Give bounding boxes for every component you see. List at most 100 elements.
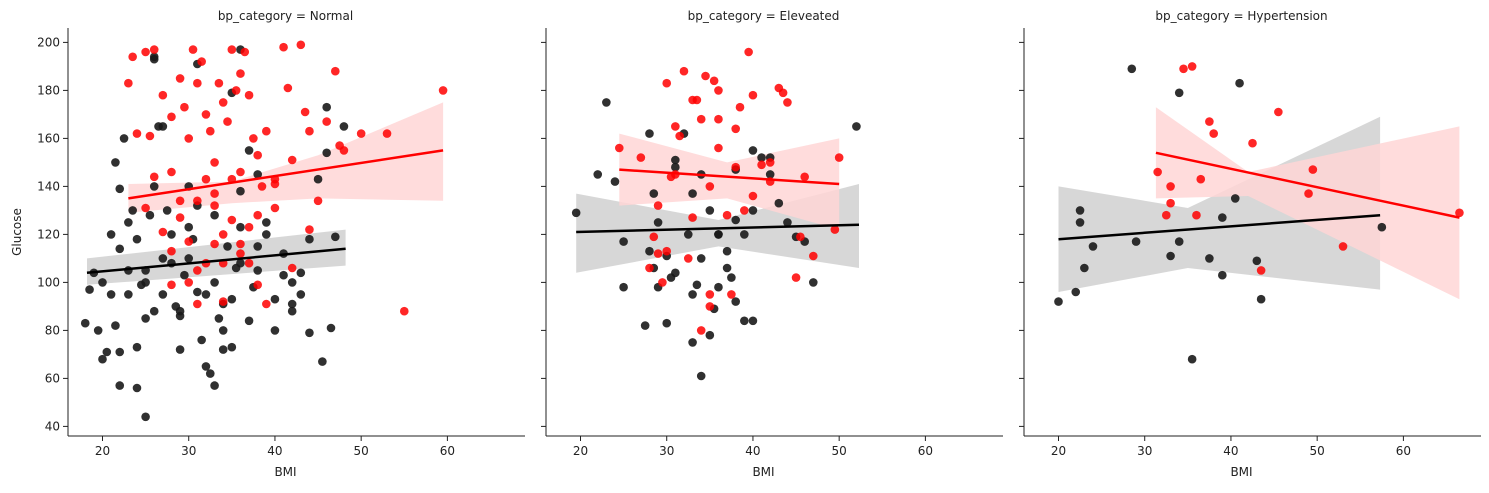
scatter-point-black — [184, 254, 194, 263]
scatter-point-black — [93, 326, 103, 335]
scatter-point-black — [748, 316, 758, 326]
scatter-point-black — [653, 218, 663, 227]
scatter-point-red — [236, 167, 245, 177]
scatter-point-red — [399, 306, 409, 316]
scatter-point-red — [149, 172, 159, 182]
y-tick-label: 80 — [45, 323, 60, 337]
scatter-point-red — [201, 110, 211, 119]
scatter-point-black — [175, 311, 185, 321]
scatter-point-black — [102, 347, 112, 357]
scatter-point-red — [438, 86, 448, 95]
scatter-point-black — [149, 54, 159, 64]
scatter-point-red — [1274, 107, 1283, 117]
scatter-point-red — [184, 278, 194, 287]
scatter-point-black — [731, 297, 740, 306]
scatter-point-red — [218, 297, 228, 306]
x-axis-label: BMI — [1230, 465, 1252, 479]
scatter-point-red — [210, 201, 219, 210]
scatter-point-black — [244, 146, 254, 155]
scatter-point-red — [658, 278, 667, 287]
scatter-point-red — [1179, 64, 1188, 74]
scatter-point-red — [287, 263, 297, 273]
red-confidence-band — [1155, 107, 1460, 300]
scatter-point-black — [1166, 251, 1175, 261]
facet-title: bp_category = Normal — [218, 9, 353, 23]
scatter-point-red — [1256, 266, 1266, 275]
facet-panel: 20 30 40 50 60 40 60 80 100 120 140 160 180 200 BMI bp_… — [37, 9, 525, 479]
scatter-point-black — [287, 306, 297, 316]
scatter-point-red — [244, 90, 254, 100]
scatter-point-red — [270, 203, 280, 213]
scatter-point-black — [671, 162, 680, 172]
scatter-point-red — [270, 179, 280, 189]
scatter-point-black — [322, 148, 331, 158]
scatter-point-black — [1187, 354, 1197, 364]
regression-line-red — [1155, 151, 1460, 219]
scatter-point-black — [714, 282, 723, 292]
scatter-point-black — [1218, 270, 1227, 280]
scatter-point-red — [313, 196, 323, 206]
scatter-point-black — [184, 222, 194, 232]
scatter-point-red — [778, 88, 788, 98]
scatter-point-red — [705, 302, 715, 311]
scatter-point-black — [683, 230, 693, 239]
scatter-point-black — [671, 268, 680, 278]
scatter-point-black — [236, 258, 245, 268]
scatter-point-black — [132, 342, 142, 352]
scatter-point-red — [149, 45, 159, 54]
scatter-point-red — [1455, 208, 1464, 218]
scatter-point-black — [852, 122, 861, 131]
scatter-point-red — [253, 280, 262, 290]
scatter-point-red — [1304, 189, 1313, 198]
scatter-point-black — [339, 122, 349, 131]
scatter-point-black — [193, 287, 202, 297]
scatter-point-red — [231, 86, 241, 95]
scatter-point-red — [201, 174, 211, 184]
scatter-point-black — [210, 210, 219, 220]
scatter-point-red — [382, 129, 392, 138]
y-axis-label: Glucose — [10, 208, 24, 256]
scatter-point-black — [98, 354, 107, 364]
scatter-point-black — [85, 285, 94, 294]
scatter-point-black — [80, 318, 90, 328]
x-tick-label: 20 — [95, 444, 110, 458]
scatter-point-red — [249, 134, 258, 143]
scatter-point-black — [1252, 256, 1262, 266]
scatter-point-black — [296, 290, 306, 299]
scatter-point-black — [106, 290, 116, 299]
scatter-point-black — [205, 369, 215, 378]
scatter-point-black — [236, 186, 245, 196]
scatter-point-black — [740, 230, 749, 239]
scatter-point-red — [339, 146, 349, 155]
scatter-point-black — [1131, 237, 1141, 246]
regression-line-black — [576, 223, 860, 234]
scatter-point-red — [205, 126, 215, 136]
scatter-point-red — [193, 196, 202, 206]
scatter-point-black — [132, 383, 142, 393]
scatter-point-black — [227, 342, 237, 352]
scatter-point-black — [757, 153, 766, 162]
y-tick-label: 180 — [37, 83, 60, 97]
scatter-point-black — [158, 254, 168, 263]
scatter-point-black — [270, 326, 280, 335]
scatter-point-red — [796, 232, 805, 242]
scatter-point-black — [714, 230, 723, 239]
scatter-point-red — [662, 246, 672, 256]
x-axis-label: BMI — [274, 465, 296, 479]
scatter-point-black — [322, 102, 331, 112]
scatter-point-red — [236, 249, 245, 258]
scatter-point-black — [731, 215, 740, 225]
scatter-point-red — [765, 158, 775, 167]
scatter-point-black — [774, 198, 784, 208]
scatter-point-red — [223, 117, 232, 126]
scatter-point-red — [740, 206, 749, 215]
x-tick-label: 60 — [918, 444, 933, 458]
scatter-point-red — [124, 78, 133, 88]
scatter-point-red — [193, 266, 202, 275]
scatter-point-black — [244, 316, 254, 326]
regression-line-black — [1058, 213, 1381, 241]
scatter-point-red — [1308, 165, 1318, 174]
scatter-point-black — [1088, 242, 1098, 251]
scatter-point-red — [141, 47, 150, 57]
facet-panel: 20 30 40 50 60 BMI bp_category = Hypertension — [1019, 9, 1481, 479]
